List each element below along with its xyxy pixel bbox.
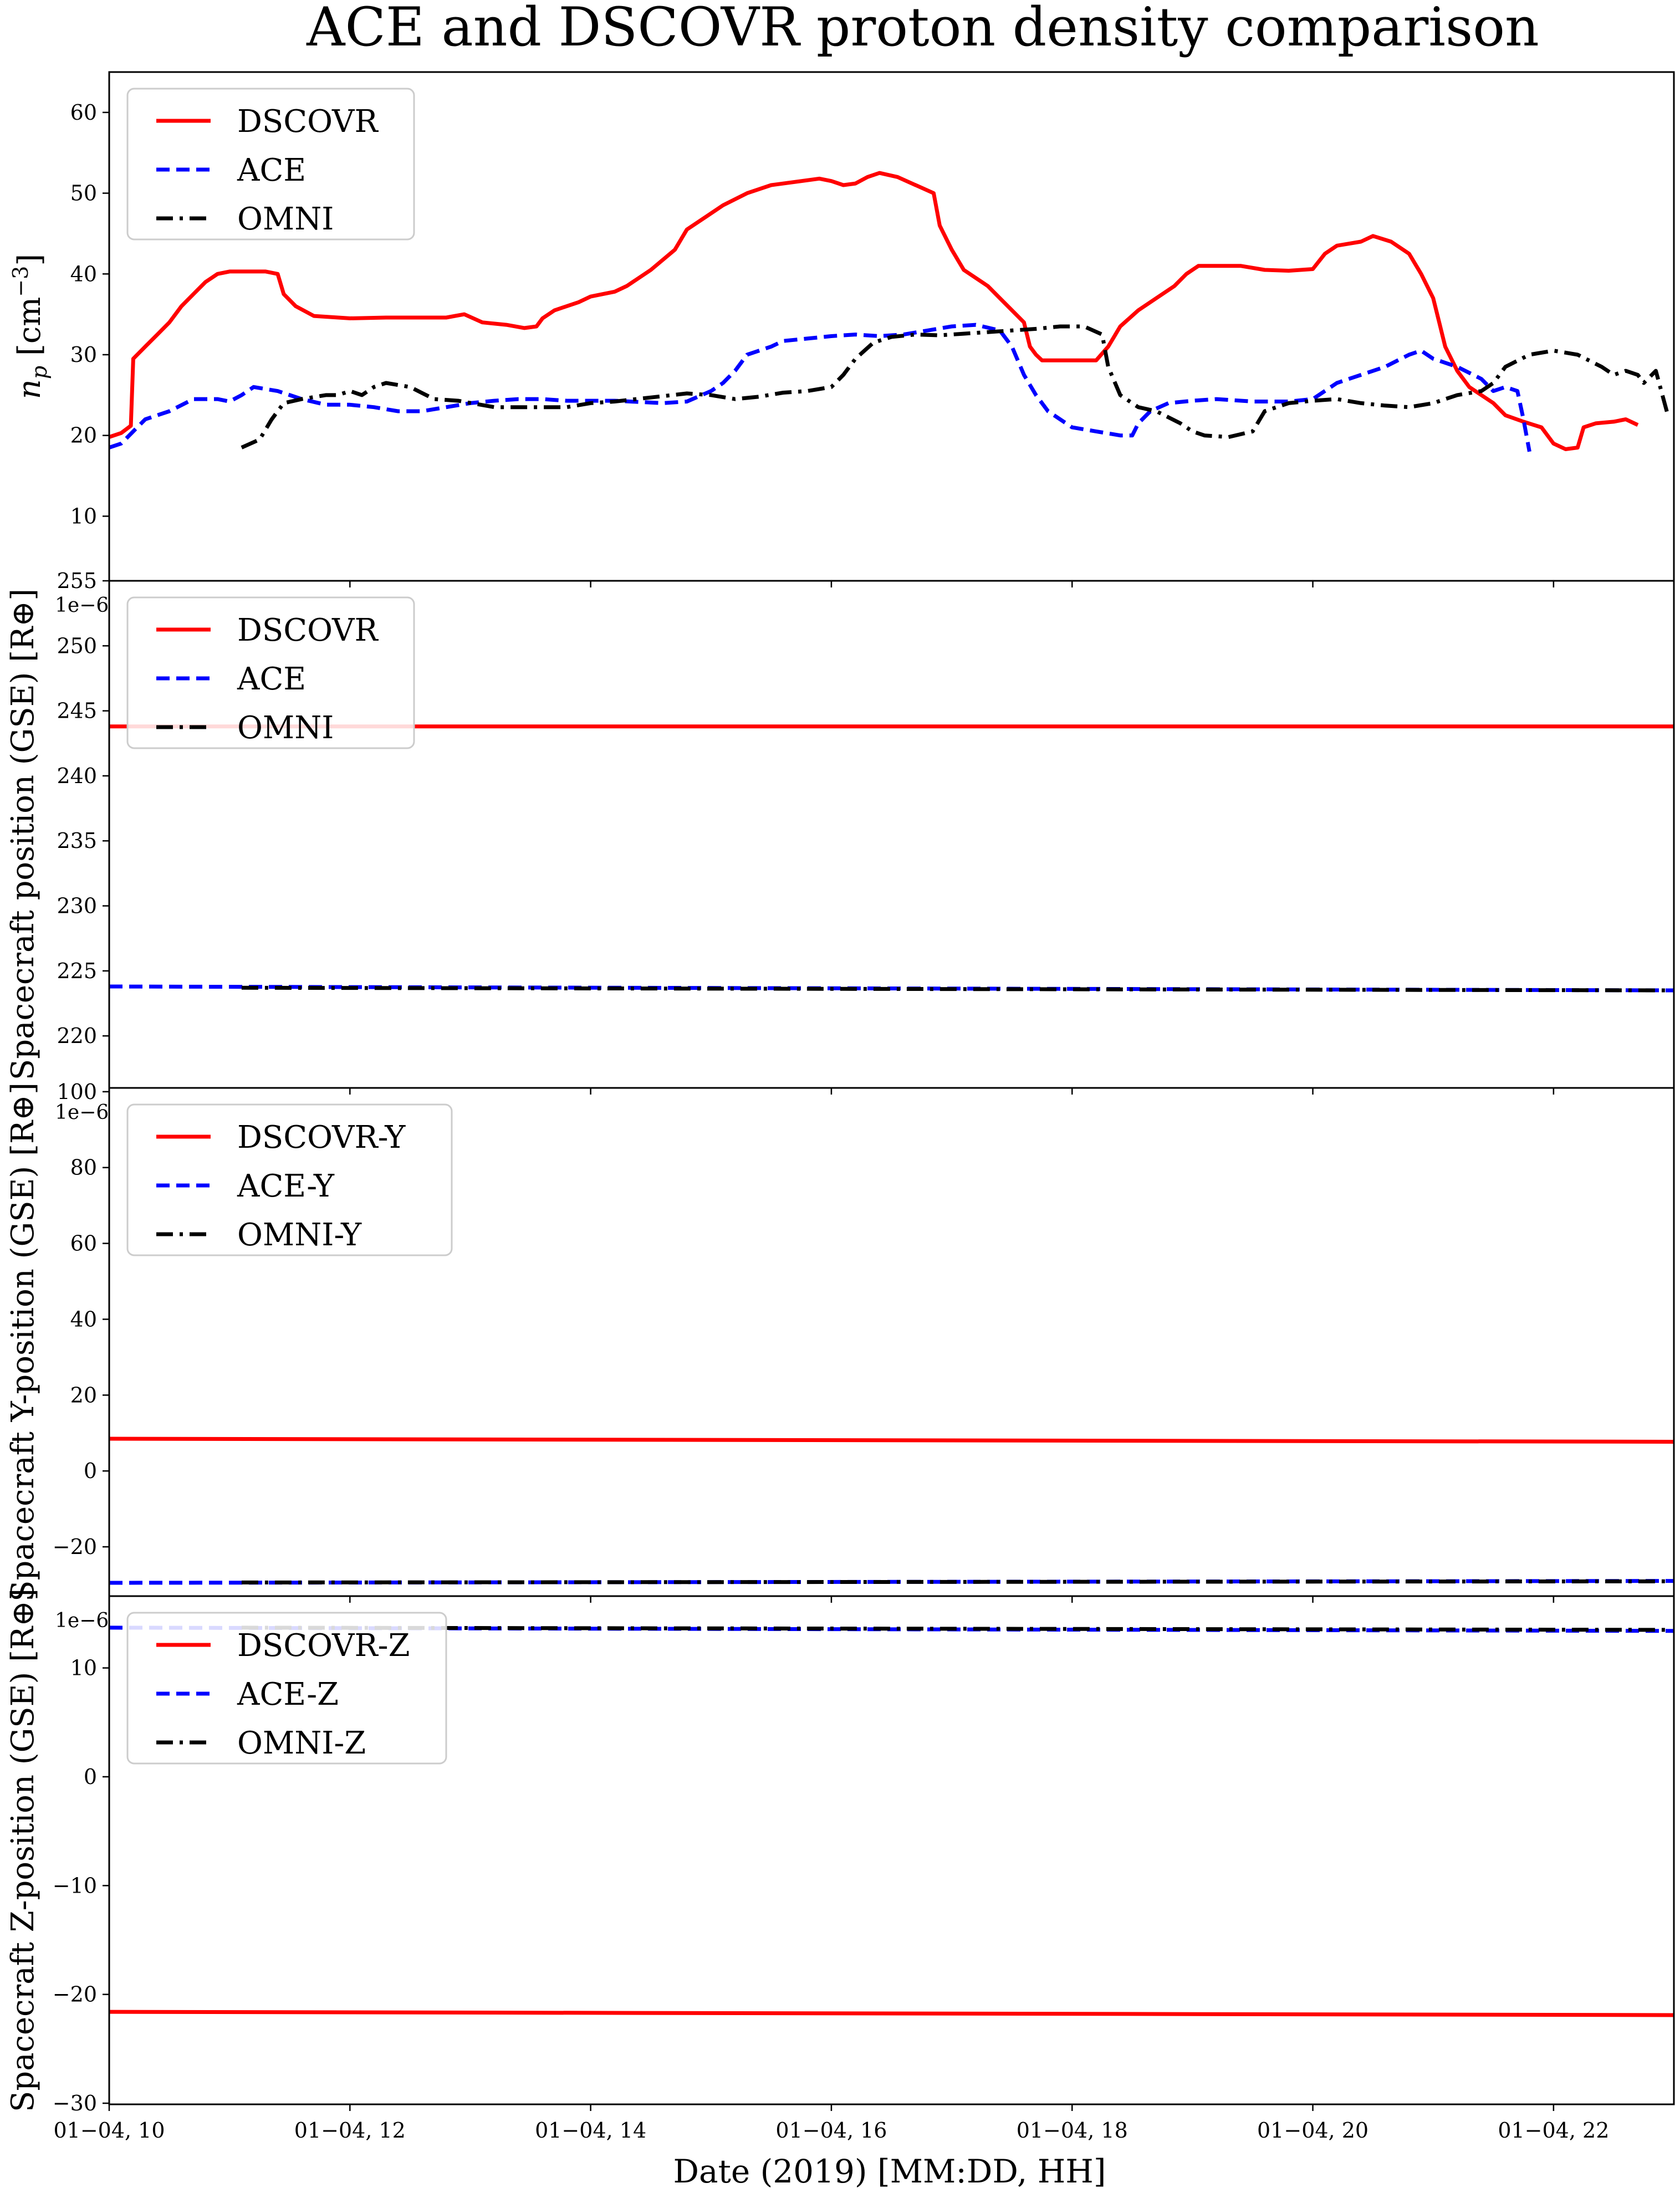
- y-tick-label: −20: [53, 1982, 97, 2007]
- legend: DSCOVR ACE OMNI: [126, 88, 415, 241]
- series-line-omni-z: [241, 1625, 1668, 1632]
- legend-label: OMNI: [237, 710, 334, 746]
- legend-label: DSCOVR: [237, 104, 379, 140]
- y-tick-label: 10: [70, 504, 97, 528]
- x-tick-label: 01−04, 18: [1017, 2118, 1128, 2143]
- y-tick-label: 50: [70, 181, 97, 206]
- legend-label: ACE-Z: [237, 1676, 339, 1713]
- legend-box: [126, 1103, 453, 1256]
- legend-label: DSCOVR: [237, 612, 379, 648]
- x-tick-label: 01−04, 10: [53, 2118, 165, 2143]
- series-line-omni: [241, 324, 1670, 449]
- legend-label: OMNI-Z: [237, 1725, 366, 1761]
- y-tick-label: 80: [70, 1156, 97, 1180]
- legend-label: OMNI: [237, 201, 334, 237]
- y-tick-label: 20: [70, 1383, 97, 1407]
- y-tick-label: 220: [57, 1024, 97, 1048]
- y-tick-label: 255: [57, 569, 97, 593]
- legend-box: [126, 596, 415, 749]
- y-tick-label: 235: [57, 829, 97, 853]
- y-tick-label: 0: [84, 1765, 97, 1789]
- y-tick-label: 10: [70, 1656, 97, 1680]
- series-line-ace: [109, 323, 1531, 452]
- legend: DSCOVR ACE OMNI: [126, 596, 415, 749]
- x-axis-title: Date (2019) [MM:DD, HH]: [673, 2153, 1106, 2190]
- y-axis-title: Spacecraft Y-position (GSE) [R⊕]: [5, 1082, 41, 1602]
- y-tick-label: −10: [53, 1873, 97, 1898]
- figure-title: ACE and DSCOVR proton density comparison: [306, 0, 1539, 58]
- axis-offset-label: 1e−6: [55, 1609, 109, 1632]
- axis-offset-label: 1e−6: [55, 594, 109, 617]
- y-tick-label: 230: [57, 894, 97, 918]
- y-tick-label: −20: [53, 1535, 97, 1559]
- series-line-dscovr: [109, 171, 1639, 451]
- x-tick-label: 01−04, 16: [775, 2118, 887, 2143]
- legend-box: [126, 88, 415, 241]
- series-line-omni-y: [241, 1579, 1668, 1584]
- legend-label: OMNI-Y: [237, 1217, 362, 1253]
- legend: DSCOVR-Y ACE-Y OMNI-Y: [126, 1103, 453, 1256]
- y-tick-label: 0: [84, 1459, 97, 1483]
- legend: DSCOVR-Z ACE-Z OMNI-Z: [126, 1612, 447, 1765]
- legend-label: DSCOVR-Y: [237, 1119, 406, 1156]
- y-axis-title: Spacecraft position (GSE) [R⊕]: [5, 589, 41, 1080]
- y-tick-label: 40: [70, 262, 97, 286]
- x-tick-label: 01−04, 14: [535, 2118, 646, 2143]
- legend-box: [126, 1612, 447, 1765]
- y-tick-label: 40: [70, 1307, 97, 1331]
- y-tick-label: 100: [57, 1080, 97, 1104]
- y-tick-label: 250: [57, 633, 97, 658]
- y-tick-label: −30: [53, 2091, 97, 2115]
- y-tick-label: 225: [57, 959, 97, 983]
- y-tick-label: 20: [70, 423, 97, 448]
- y-tick-label: 240: [57, 764, 97, 788]
- y-tick-label: 60: [70, 100, 97, 125]
- axis-offset-label: 1e−6: [55, 1101, 109, 1124]
- panel-1: 10 20 30 40 50 60 DSCOVR ACE OMNI np [cm−3]: [8, 71, 1675, 587]
- y-tick-label: 60: [70, 1231, 97, 1256]
- series-line-dscovr-z: [109, 2010, 1674, 2017]
- y-tick-label: 30: [70, 343, 97, 367]
- x-tick-label: 01−04, 12: [294, 2118, 406, 2143]
- series-line-omni: [241, 985, 1668, 993]
- legend-label: ACE: [237, 661, 306, 697]
- y-axis-title: Spacecraft Z-position (GSE) [R⊕]: [5, 1588, 41, 2112]
- legend-label: DSCOVR-Z: [237, 1628, 410, 1664]
- legend-label: ACE: [237, 152, 306, 188]
- y-axis-title: np [cm−3]: [8, 254, 52, 399]
- x-tick-label: 01−04, 20: [1257, 2118, 1368, 2143]
- series-line-dscovr-y: [109, 1437, 1674, 1444]
- y-tick-label: 245: [57, 699, 97, 723]
- legend-label: ACE-Y: [237, 1168, 335, 1204]
- x-tick-label: 01−04, 22: [1498, 2118, 1609, 2143]
- axes-frame: [108, 1595, 1675, 2105]
- panel-4: −30 −20 −10 0 10 01−04, 10 01−04, 12 01−04, 14 0…: [5, 1588, 1675, 2143]
